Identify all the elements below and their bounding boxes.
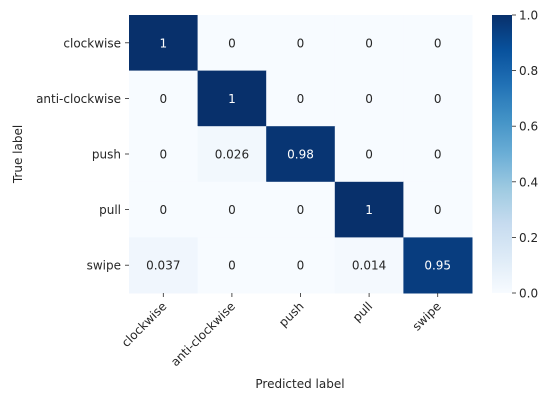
heatmap-cell-label-3-3: 1 (365, 203, 373, 217)
heatmap-cell-label-3-0: 0 (159, 203, 167, 217)
y-tick-label-4: swipe (87, 259, 121, 273)
heatmap-cell-label-4-3: 0.014 (352, 259, 386, 273)
heatmap-cell-label-2-3: 0 (365, 148, 373, 162)
heatmap-cell-3-3 (334, 181, 404, 238)
y-tick-label-0: clockwise (63, 36, 121, 50)
colorbar-ticks: 0.0 0.2 0.4 0.6 0.8 1.0 (512, 9, 538, 301)
heatmap-cell-1-4 (403, 70, 473, 127)
heatmap-cell-label-2-4: 0 (434, 148, 442, 162)
heatmap-cell-4-1 (197, 237, 267, 294)
x-tick-label-1: anti-clockwise (168, 299, 238, 369)
colorbar-tick-label-2: 0.4 (519, 175, 538, 189)
x-tick-label-4: swipe (410, 299, 444, 333)
y-axis-label: True label (11, 125, 25, 184)
heatmap-cell-0-1 (197, 15, 267, 72)
y-axis-ticks: clockwise anti-clockwise push pull swipe (36, 36, 129, 273)
x-tick-label-0: clockwise (119, 299, 170, 350)
heatmap-cell-label-4-4: 0.95 (424, 259, 451, 273)
heatmap-cell-3-2 (266, 181, 336, 238)
heatmap-cell-label-0-1: 0 (228, 36, 236, 50)
colorbar-tick-label-3: 0.6 (519, 120, 538, 134)
heatmap-cell-label-4-2: 0 (297, 259, 305, 273)
heatmap-cell-label-1-3: 0 (365, 92, 373, 106)
heatmap-cell-label-0-3: 0 (365, 36, 373, 50)
heatmap-cell-label-4-1: 0 (228, 259, 236, 273)
heatmap-cell-label-0-4: 0 (434, 36, 442, 50)
heatmap-cell-4-2 (266, 237, 336, 294)
colorbar-gradient (492, 15, 512, 293)
heatmap-cell-4-3 (334, 237, 404, 294)
x-tick-label-2: push (276, 299, 306, 329)
heatmap-cell-4-4 (403, 237, 473, 294)
heatmap-cell-2-3 (334, 126, 404, 183)
colorbar-tick-label-1: 0.2 (519, 231, 538, 245)
heatmap-cell-2-0 (129, 126, 199, 183)
heatmap-cell-label-3-2: 0 (297, 203, 305, 217)
heatmap-cell-label-1-2: 0 (297, 92, 305, 106)
heatmap-cell-label-0-2: 0 (297, 36, 305, 50)
heatmap-cell-0-3 (334, 15, 404, 72)
heatmap-cell-label-2-0: 0 (159, 148, 167, 162)
colorbar-tick-label-0: 0.0 (519, 287, 538, 301)
heatmap-cell-1-1 (197, 70, 267, 127)
heatmap-cell-2-2 (266, 126, 336, 183)
heatmap-cell-1-2 (266, 70, 336, 127)
y-tick-label-1: anti-clockwise (36, 92, 121, 106)
heatmap-cell-1-0 (129, 70, 199, 127)
colorbar: 0.0 0.2 0.4 0.6 0.8 1.0 (492, 9, 538, 301)
heatmap-cell-3-1 (197, 181, 267, 238)
heatmap-cell-label-1-0: 0 (159, 92, 167, 106)
y-tick-label-2: push (92, 148, 121, 162)
heatmap-cell-label-1-4: 0 (434, 92, 442, 106)
heatmap-cells (129, 15, 473, 294)
heatmap-cell-3-4 (403, 181, 473, 238)
colorbar-tick-label-5: 1.0 (519, 9, 538, 23)
heatmap-cell-label-4-0: 0.037 (146, 259, 180, 273)
heatmap-cell-1-3 (334, 70, 404, 127)
heatmap-cell-label-1-1: 1 (228, 92, 236, 106)
heatmap-cell-2-4 (403, 126, 473, 183)
heatmap-cell-labels: 1 0 0 0 0 0 1 0 0 0 0 0.026 0.98 0 0 0 0 0 1 0 0.037 0 0 0.014 0… (146, 36, 451, 272)
heatmap-cell-0-4 (403, 15, 473, 72)
x-axis-label: Predicted label (255, 377, 344, 391)
heatmap-cell-3-0 (129, 181, 199, 238)
heatmap-cell-label-2-2: 0.98 (287, 148, 314, 162)
heatmap-cell-label-3-4: 0 (434, 203, 442, 217)
heatmap-cell-0-2 (266, 15, 336, 72)
colorbar-tick-label-4: 0.8 (519, 64, 538, 78)
heatmap-cell-2-1 (197, 126, 267, 183)
heatmap-cell-0-0 (129, 15, 199, 72)
heatmap-cell-4-0 (129, 237, 199, 294)
heatmap-cell-label-3-1: 0 (228, 203, 236, 217)
y-tick-label-3: pull (99, 203, 121, 217)
heatmap-cell-label-2-1: 0.026 (215, 148, 249, 162)
heatmap-cell-label-0-0: 1 (159, 36, 167, 50)
x-tick-label-3: pull (350, 299, 375, 324)
